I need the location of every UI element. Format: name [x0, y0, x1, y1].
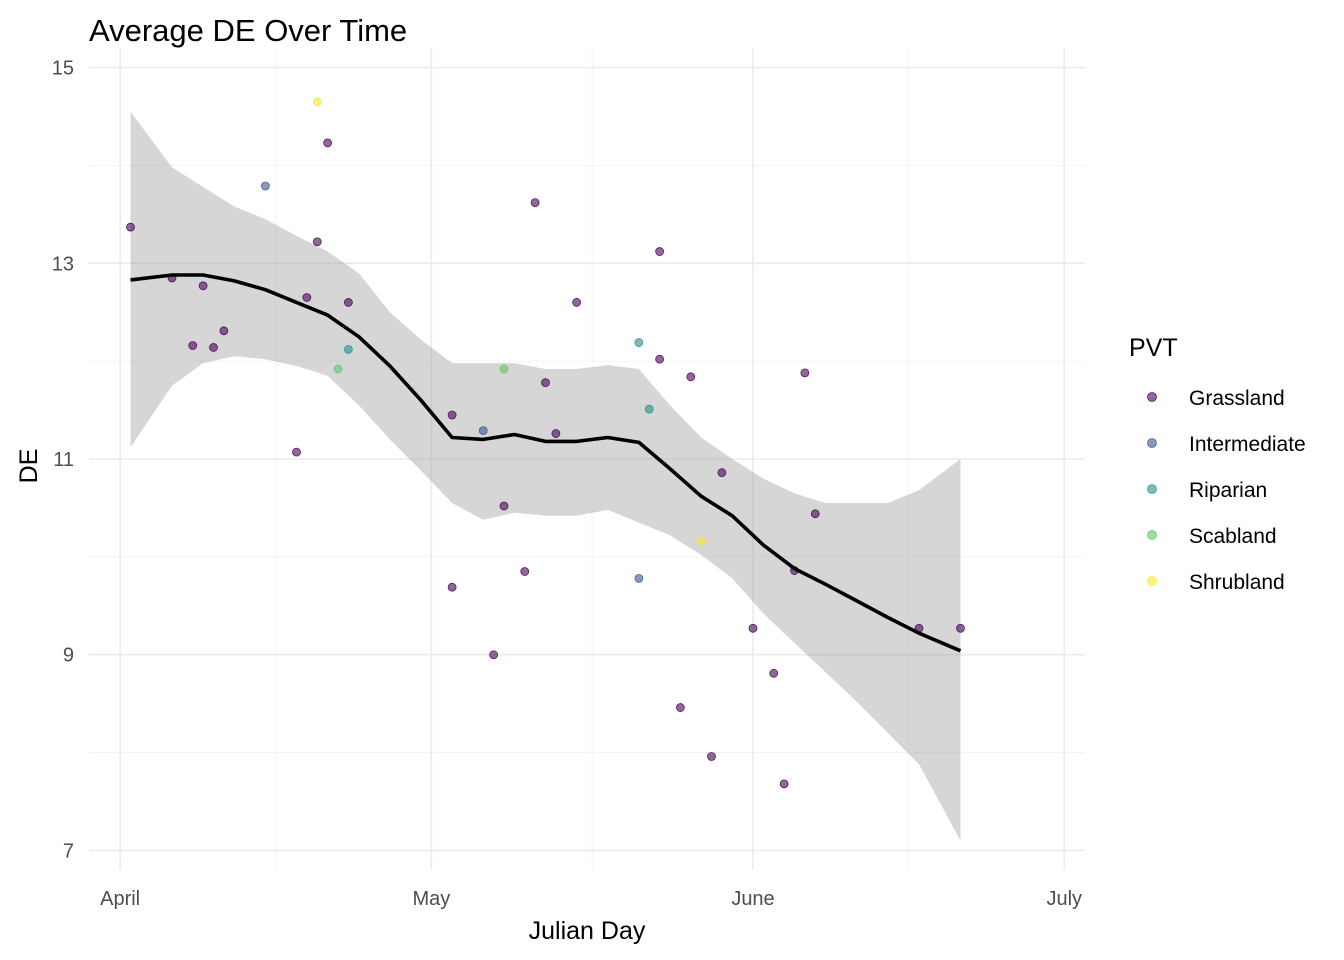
point-grassland: [655, 354, 665, 364]
x-tick-label: April: [100, 888, 140, 910]
point-grassland: [302, 293, 312, 302]
point-grassland: [956, 623, 965, 633]
point-grassland: [707, 752, 716, 761]
point-grassland: [810, 509, 820, 519]
legend-items: Grassland Intermediate Riparian Scabland Shr…: [1147, 387, 1306, 594]
x-axis-ticks: April May June July: [100, 888, 1082, 910]
point-grassland: [126, 222, 135, 232]
legend-key-grassland: [1147, 392, 1157, 402]
x-tick-label: July: [1046, 888, 1082, 910]
point-grassland: [447, 582, 457, 592]
point-scabland: [333, 364, 343, 374]
point-intermediate: [634, 573, 644, 583]
point-grassland: [779, 779, 789, 789]
point-grassland: [800, 368, 810, 378]
smooth-trend-line: [130, 273, 962, 653]
y-tick-label: 15: [52, 58, 74, 80]
point-grassland: [489, 650, 499, 660]
y-tick-label: 7: [63, 840, 74, 862]
legend-label-grassland: Grassland: [1189, 387, 1285, 410]
point-shrubland: [312, 97, 322, 107]
point-riparian: [644, 404, 654, 414]
point-intermediate: [478, 426, 488, 436]
point-grassland: [188, 341, 198, 350]
legend-label-intermediate: Intermediate: [1189, 433, 1306, 456]
point-grassland: [312, 237, 322, 247]
point-grassland: [541, 378, 550, 388]
point-grassland: [717, 468, 727, 478]
x-tick-label: May: [412, 888, 450, 910]
point-grassland: [292, 447, 301, 457]
y-tick-label: 9: [63, 645, 74, 667]
point-grassland: [520, 567, 530, 576]
point-grassland: [675, 703, 685, 712]
chart-title: Average DE Over Time: [89, 13, 407, 48]
point-grassland: [748, 623, 758, 633]
point-grassland: [198, 281, 208, 291]
point-grassland: [769, 668, 779, 678]
legend-label-scabland: Scabland: [1189, 525, 1277, 548]
point-grassland: [551, 429, 561, 438]
legend-key-scabland: [1147, 530, 1157, 540]
legend-key-intermediate: [1147, 438, 1157, 448]
point-shrubland: [696, 536, 706, 546]
point-scabland: [499, 364, 509, 374]
y-tick-label: 11: [53, 449, 74, 471]
point-grassland: [323, 138, 333, 148]
point-grassland: [686, 372, 696, 382]
point-grassland: [499, 501, 509, 511]
point-grassland: [447, 410, 457, 420]
x-axis-title: Julian Day: [529, 917, 646, 945]
point-grassland: [209, 343, 218, 352]
point-riparian: [634, 338, 644, 347]
point-intermediate: [260, 181, 270, 191]
y-axis-title: DE: [15, 449, 43, 484]
legend-label-riparian: Riparian: [1189, 479, 1267, 502]
legend-key-shrubland: [1147, 576, 1157, 586]
legend-label-shrubland: Shrubland: [1189, 571, 1285, 594]
point-grassland: [219, 326, 229, 336]
confidence-band: [130, 111, 961, 841]
confidence-band-layer: [130, 111, 961, 841]
plot-grid: [89, 48, 1085, 870]
legend-key-riparian: [1147, 484, 1157, 494]
y-axis-ticks: 7 9 11 13 15: [52, 58, 74, 863]
point-grassland: [572, 298, 582, 307]
point-grassland: [530, 198, 540, 208]
point-grassland: [655, 247, 665, 256]
y-tick-label: 13: [52, 253, 74, 275]
x-tick-label: June: [731, 888, 774, 910]
legend: PVT Grassland Intermediate Riparian Scablan…: [1129, 334, 1306, 594]
point-grassland: [343, 298, 353, 307]
smooth-line-layer: [130, 273, 962, 653]
legend-title: PVT: [1129, 334, 1178, 362]
point-riparian: [343, 344, 353, 354]
